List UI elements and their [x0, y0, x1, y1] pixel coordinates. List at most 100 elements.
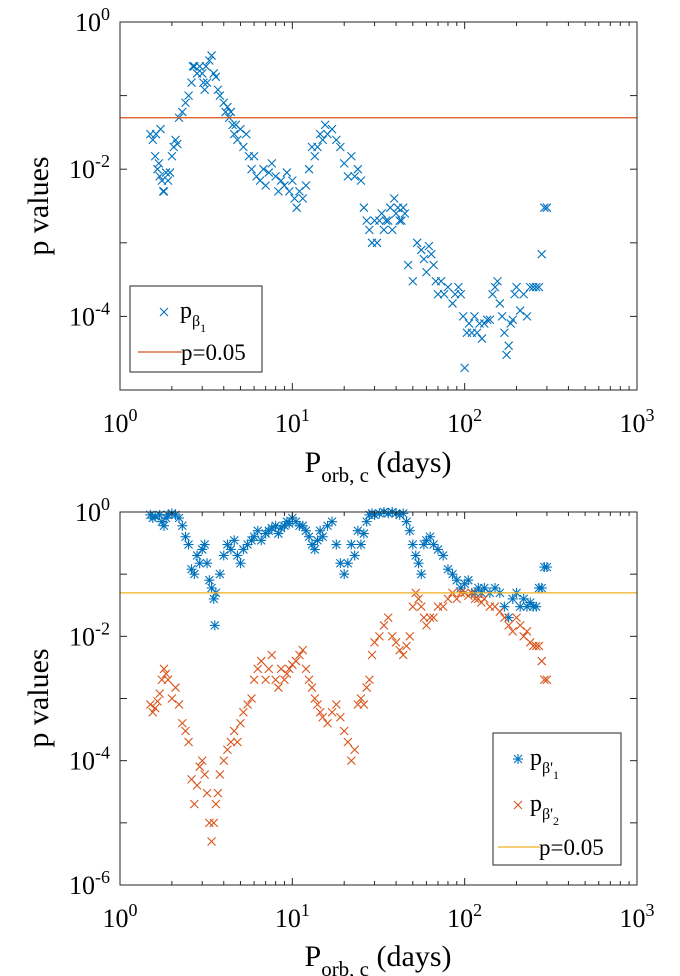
data-point-s0-66 — [290, 194, 299, 203]
data-point-s0-28 — [199, 78, 208, 88]
data-point-s0-119 — [436, 276, 446, 286]
data-point-s1-39 — [256, 656, 266, 666]
data-point-s1-89 — [422, 620, 431, 630]
data-point-s0-112 — [518, 593, 529, 604]
data-point-s1-7 — [161, 669, 171, 679]
data-point-s0-76 — [318, 135, 328, 145]
data-point-s0-47 — [236, 124, 245, 134]
data-point-s0-58 — [267, 158, 277, 168]
data-point-s0-31 — [202, 78, 212, 88]
data-point-s1-5 — [157, 675, 167, 685]
legend-label-p-beta1: pβ1 — [180, 298, 206, 335]
data-point-s1-44 — [273, 683, 283, 692]
data-marks — [145, 507, 552, 846]
legend-marker-p-beta-prime2 — [513, 800, 523, 810]
data-point-s0-116 — [429, 260, 438, 270]
data-point-s1-27 — [215, 770, 225, 779]
data-point-s0-19 — [199, 539, 210, 550]
data-point-s1-65 — [343, 737, 353, 747]
data-point-s0-13 — [183, 539, 194, 550]
data-point-s1-86 — [414, 594, 423, 604]
x-tick-labels: 100 101 102 103 — [103, 900, 655, 933]
data-point-s0-136 — [482, 315, 492, 325]
data-point-s0-2 — [150, 151, 160, 161]
data-point-s1-37 — [249, 675, 259, 685]
data-point-s1-81 — [398, 650, 408, 660]
data-point-s0-4 — [153, 164, 162, 174]
data-point-s1-84 — [408, 602, 418, 612]
data-point-s1-121 — [542, 675, 552, 685]
data-point-s0-90 — [365, 225, 374, 235]
data-point-s1-22 — [204, 818, 214, 828]
data-point-s0-155 — [531, 282, 541, 292]
data-point-s1-90 — [425, 613, 435, 623]
data-point-s0-61 — [331, 539, 342, 550]
legend-label-p-beta-prime1: pβ'1 — [530, 745, 559, 782]
data-point-s1-96 — [452, 594, 462, 604]
data-point-s1-69 — [356, 694, 366, 703]
data-point-s0-20 — [181, 98, 190, 108]
data-point-s1-114 — [522, 627, 532, 636]
legend-marker-p-beta1 — [159, 307, 169, 317]
data-point-s1-42 — [267, 650, 277, 660]
data-point-s0-56 — [312, 535, 323, 546]
data-point-s1-0 — [145, 700, 155, 709]
data-point-s1-76 — [379, 620, 389, 630]
data-point-s0-149 — [512, 282, 521, 292]
data-point-s0-111 — [416, 245, 426, 255]
data-point-s0-56 — [261, 181, 271, 190]
data-point-s0-105 — [397, 216, 406, 226]
data-point-s1-71 — [362, 683, 372, 692]
data-point-s0-8 — [157, 176, 167, 185]
data-point-s0-80 — [398, 508, 409, 519]
y-axis-label: p values — [22, 156, 55, 255]
data-point-s0-101 — [389, 194, 399, 203]
data-point-s1-55 — [307, 683, 317, 692]
data-point-s0-135 — [479, 319, 489, 328]
data-point-s0-21 — [184, 91, 193, 100]
data-point-s1-10 — [171, 683, 180, 692]
data-point-s0-79 — [327, 124, 337, 134]
x-axis-label-rest: (days) — [369, 446, 451, 479]
legend-marker-glyph — [513, 754, 523, 764]
data-point-s1-61 — [327, 707, 337, 717]
data-point-s0-118 — [433, 289, 443, 299]
data-point-s1-63 — [335, 712, 345, 722]
data-point-s1-93 — [438, 602, 448, 612]
data-point-s0-83 — [407, 539, 418, 550]
data-point-s1-67 — [350, 745, 360, 755]
data-point-s1-62 — [331, 700, 341, 709]
data-point-s1-120 — [539, 675, 549, 685]
legend-label-p-beta-prime2: pβ'2 — [530, 791, 559, 828]
y-tick-label: 10-4 — [69, 298, 110, 331]
x-tick-label: 100 — [103, 900, 138, 933]
data-point-s0-69 — [358, 528, 369, 539]
data-point-s1-19 — [197, 756, 207, 766]
x-tick-label: 102 — [447, 405, 482, 438]
data-point-s0-37 — [252, 525, 263, 536]
data-point-s0-81 — [335, 142, 345, 152]
data-marks — [145, 51, 552, 373]
data-point-s1-112 — [515, 620, 525, 630]
data-point-s1-46 — [280, 675, 289, 685]
data-point-s0-1 — [148, 135, 158, 145]
data-point-s0-30 — [229, 535, 240, 546]
data-point-s0-26 — [214, 569, 225, 580]
data-point-s0-6 — [155, 171, 165, 181]
data-point-s0-131 — [470, 312, 479, 321]
data-point-s1-33 — [236, 718, 245, 728]
data-point-s0-53 — [304, 531, 315, 542]
data-point-s0-89 — [362, 216, 372, 226]
data-point-s1-28 — [219, 756, 229, 766]
data-point-s0-11 — [177, 520, 188, 531]
data-point-s0-139 — [490, 282, 500, 292]
data-point-s0-49 — [241, 129, 251, 139]
y-axis-label: p values — [22, 648, 55, 747]
data-point-s0-32 — [204, 56, 214, 65]
data-point-s0-61 — [276, 176, 286, 185]
data-point-s0-93 — [372, 238, 382, 248]
data-point-s1-16 — [189, 799, 199, 809]
data-point-s0-110 — [412, 238, 422, 248]
data-point-s0-94 — [447, 569, 458, 580]
data-point-s1-8 — [163, 675, 173, 685]
